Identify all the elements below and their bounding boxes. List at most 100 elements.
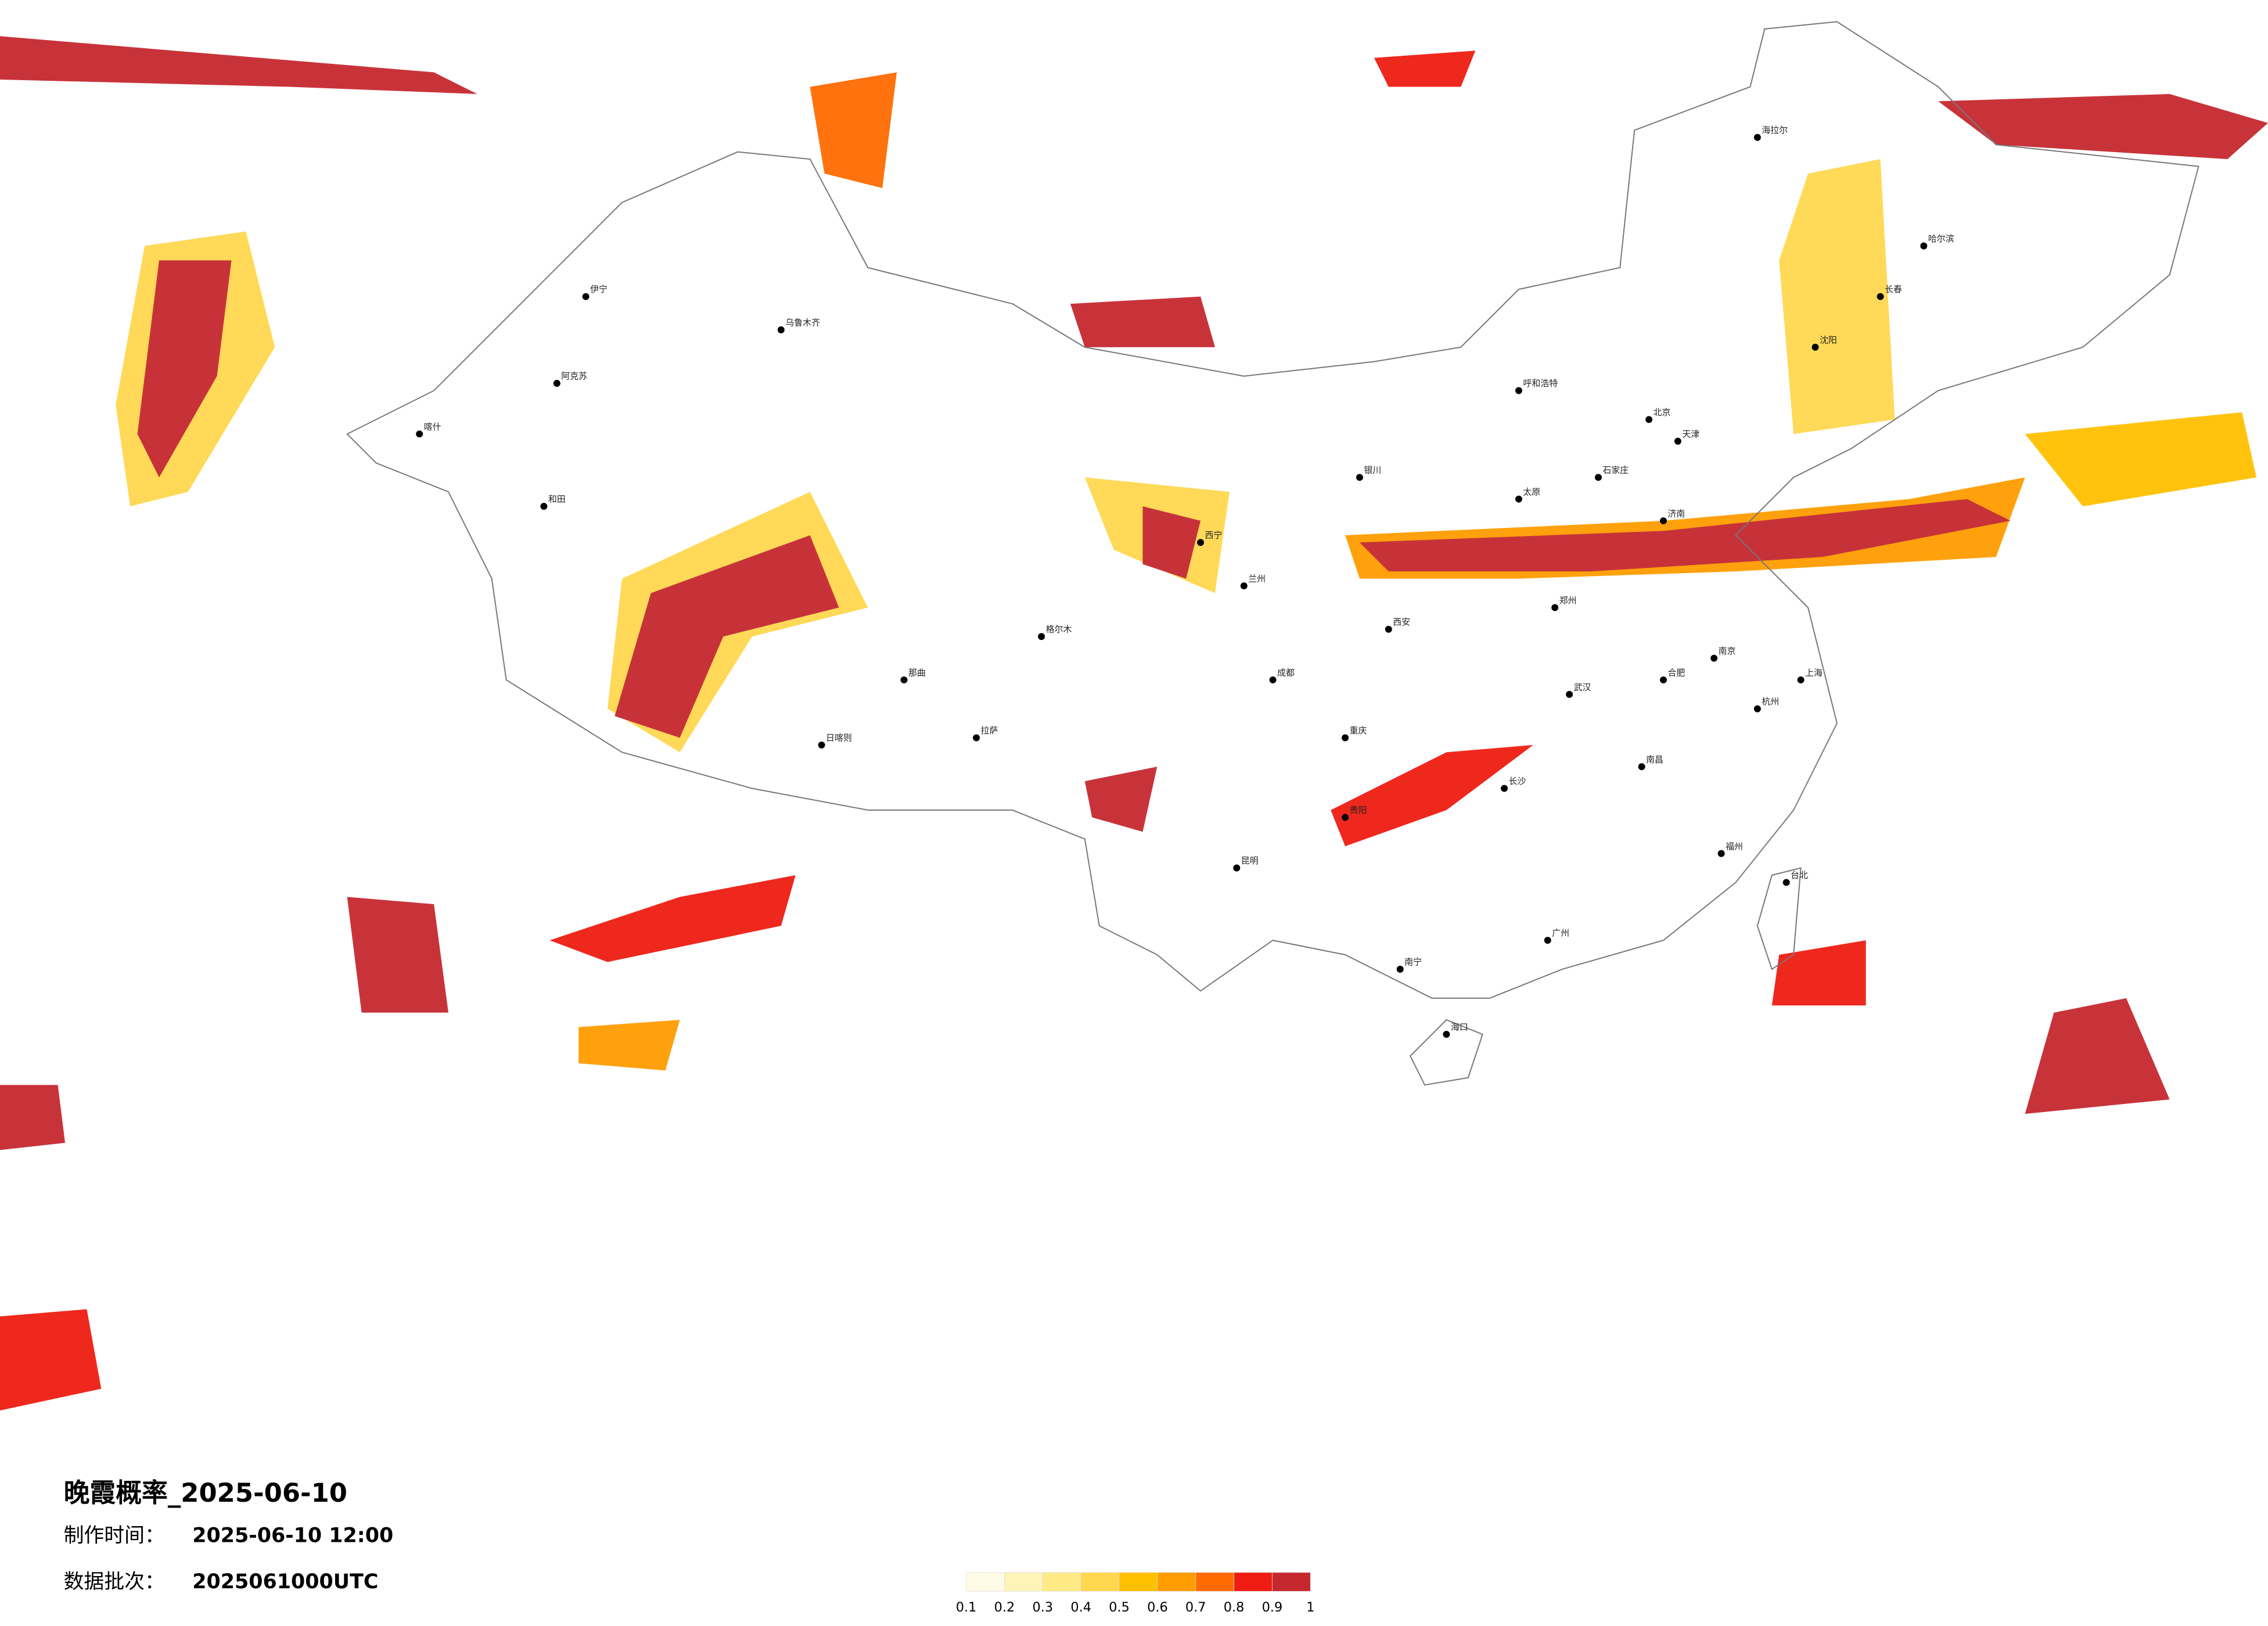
colorbar-tick-label: 1 xyxy=(1306,1600,1314,1615)
batch: 2025061000UTC xyxy=(192,1570,378,1593)
city-dot xyxy=(1396,966,1404,973)
made-label: 制作时间： xyxy=(64,1524,165,1548)
colorbar-swatch xyxy=(1272,1572,1311,1592)
city-dot xyxy=(1544,937,1551,944)
city-dot xyxy=(777,326,785,333)
colorbar-swatch xyxy=(1080,1572,1120,1592)
city-dot xyxy=(1660,676,1667,684)
city-label: 西安 xyxy=(1393,617,1410,627)
colorbar-tick-label: 0.7 xyxy=(1185,1600,1206,1615)
colorbar-tick-label: 0.6 xyxy=(1147,1600,1168,1615)
city-dot xyxy=(973,734,980,742)
colorbar-swatch xyxy=(1234,1572,1273,1592)
city-dot xyxy=(1920,242,1928,250)
city-label: 拉萨 xyxy=(981,725,998,736)
colorbar-swatch xyxy=(1004,1572,1043,1592)
map-title: 晚霞概率_2025-06-10 xyxy=(64,1477,347,1508)
colorbar-tick-label: 0.4 xyxy=(1070,1600,1091,1615)
city-dot xyxy=(1797,676,1805,684)
city-dot xyxy=(1038,633,1045,641)
city-dot xyxy=(1551,604,1559,611)
city-label: 日喀则 xyxy=(826,732,852,743)
city-dot xyxy=(1782,879,1790,886)
city-dot xyxy=(1501,785,1508,792)
colorbar-swatch xyxy=(1042,1572,1081,1592)
city-label: 南昌 xyxy=(1646,754,1663,765)
made-time: 2025-06-10 12:00 xyxy=(192,1524,393,1548)
city-dot xyxy=(1443,1031,1450,1038)
colorbar-tick-label: 0.9 xyxy=(1262,1600,1283,1615)
city-dot xyxy=(1515,387,1522,394)
colorbar-tick-label: 0.2 xyxy=(994,1600,1015,1615)
colorbar-swatch xyxy=(1119,1572,1158,1592)
city-dot xyxy=(1233,864,1241,872)
city-label: 呼和浩特 xyxy=(1523,378,1558,388)
city-label: 沈阳 xyxy=(1820,334,1837,345)
hainan xyxy=(1409,1019,1483,1086)
city-label: 北京 xyxy=(1654,407,1671,418)
city-dot xyxy=(1638,763,1645,771)
city-dot xyxy=(1197,539,1205,546)
probability-field xyxy=(0,36,2268,1411)
city-dot xyxy=(1515,495,1522,503)
city-label: 上海 xyxy=(1805,667,1823,678)
city-dot xyxy=(1660,517,1667,524)
city-label: 南京 xyxy=(1719,646,1736,656)
city-label: 贵阳 xyxy=(1350,805,1367,815)
city-label: 喀什 xyxy=(424,422,441,432)
colorbar: 0.1 0.2 0.3 0.4 0.5 0.6 0.7 0.8 0.9 1 xyxy=(956,1572,1314,1615)
city-dot xyxy=(1385,625,1392,633)
city-label: 福州 xyxy=(1726,841,1743,851)
city-label: 合肥 xyxy=(1667,667,1685,678)
city-label: 海拉尔 xyxy=(1762,125,1788,135)
city-dot xyxy=(1269,676,1277,684)
city-dot xyxy=(553,380,560,387)
colorbar-swatch xyxy=(1195,1572,1234,1592)
city-label: 哈尔滨 xyxy=(1928,233,1954,244)
city-dot xyxy=(1342,814,1349,821)
taiwan xyxy=(1756,867,1802,970)
city-dot xyxy=(1717,850,1725,857)
city-label: 海口 xyxy=(1451,1022,1468,1033)
colorbar-tick-label: 0.8 xyxy=(1224,1600,1245,1615)
city-label: 杭州 xyxy=(1762,696,1779,707)
city-label: 长沙 xyxy=(1509,776,1526,786)
city-label: 伊宁 xyxy=(590,284,608,294)
city-label: 乌鲁木齐 xyxy=(785,317,820,328)
city-label: 太原 xyxy=(1523,487,1540,497)
city-dot xyxy=(1674,437,1681,445)
city-label: 成都 xyxy=(1277,667,1295,678)
city-dot xyxy=(1753,705,1761,713)
country-outline xyxy=(346,21,2199,999)
city-label: 广州 xyxy=(1552,928,1569,938)
city-dot xyxy=(1356,474,1363,481)
city-label: 那曲 xyxy=(908,667,926,678)
city-dot xyxy=(818,741,825,749)
city-label: 和田 xyxy=(548,494,566,504)
city-dot xyxy=(540,502,548,510)
city-label: 银川 xyxy=(1364,465,1381,476)
city-label: 长春 xyxy=(1885,284,1902,294)
batch-label: 数据批次： xyxy=(64,1570,165,1593)
city-label: 济南 xyxy=(1667,508,1685,519)
city-dot xyxy=(1566,690,1573,698)
city-dot xyxy=(1240,582,1248,589)
city-label: 武汉 xyxy=(1574,682,1591,692)
city-dot xyxy=(582,293,590,300)
colorbar-tick-label: 0.5 xyxy=(1109,1600,1130,1615)
city-dot xyxy=(1645,416,1653,423)
city-dot xyxy=(1342,734,1349,742)
colorbar-swatch xyxy=(1157,1572,1196,1592)
city-label: 天津 xyxy=(1682,429,1699,439)
city-dot xyxy=(1811,343,1819,351)
city-dot xyxy=(1753,134,1761,141)
city-label: 重庆 xyxy=(1350,725,1367,736)
city-label: 南宁 xyxy=(1404,957,1422,967)
city-dot xyxy=(900,676,908,684)
city-label: 兰州 xyxy=(1248,573,1266,584)
city-dot xyxy=(416,430,423,438)
city-label: 格尔木 xyxy=(1046,624,1072,635)
